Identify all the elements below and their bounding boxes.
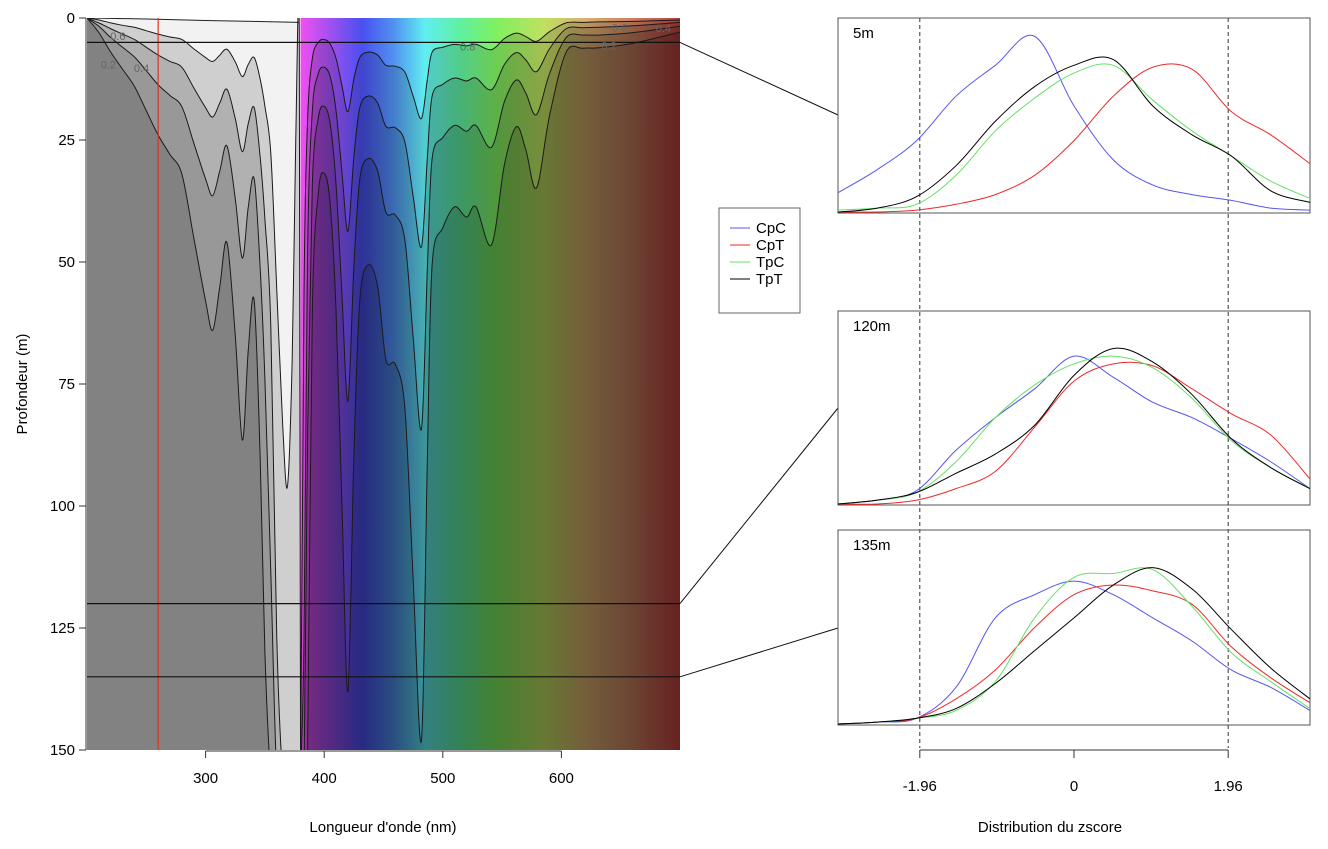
contour-line-0.2 <box>87 18 680 750</box>
panel-depth-label: 5m <box>853 25 874 42</box>
density-curve-TpT <box>837 567 1311 725</box>
density-curve-CpC <box>837 580 1311 725</box>
contour-labels: 0.6 0.4 0.2 0.8 0.6 0.4 0.2 <box>101 22 671 75</box>
density-curve-TpC <box>837 567 1311 725</box>
panel-frame <box>837 310 1311 506</box>
density-panels: 5m 120m 135m <box>837 17 1311 748</box>
x-tick-label: 600 <box>549 770 574 787</box>
panel-depth-label: 135m <box>853 537 891 554</box>
profile-connector-line <box>679 41 839 116</box>
panel-frame <box>837 17 1311 214</box>
profile-connectors <box>679 41 839 678</box>
density-panel-135m: 135m <box>837 529 1311 726</box>
legend-label: CpC <box>756 220 786 237</box>
contour-line-0.6 <box>87 18 680 750</box>
density-panel-5m: 5m <box>837 17 1311 214</box>
contour-label: 0.4 <box>134 63 149 75</box>
y-tick-label: 100 <box>50 498 75 515</box>
density-curve-CpC <box>837 34 1311 211</box>
y-tick-label: 125 <box>50 620 75 637</box>
legend-label: CpT <box>756 237 784 254</box>
plot-background <box>87 18 680 750</box>
surface-contour-line <box>87 18 300 23</box>
contour-label: 0.2 <box>101 59 116 71</box>
zscore-tick-label: 0 <box>1070 778 1078 795</box>
contour-lines <box>87 18 680 750</box>
x-tick-label: 300 <box>193 770 218 787</box>
x-axis-title: Longueur d'onde (nm) <box>309 819 456 836</box>
y-tick-label: 0 <box>67 10 75 27</box>
y-tick-label: 25 <box>58 132 75 149</box>
panel-frame <box>837 529 1311 726</box>
density-curve-TpC <box>837 63 1311 211</box>
contour-line-0.8 <box>87 18 680 750</box>
contour-label: 0.6 <box>110 31 125 43</box>
legend-label: TpC <box>756 254 785 271</box>
profile-connector-line <box>679 627 839 678</box>
x-tick-label: 400 <box>312 770 337 787</box>
zscore-tick-label: -1.96 <box>903 778 937 795</box>
density-curve-CpT <box>837 584 1311 725</box>
surface-contour-fill <box>87 18 300 750</box>
panel-depth-label: 120m <box>853 318 891 335</box>
contour-label: 0.6 <box>612 22 627 34</box>
contour-plot: 0.6 0.4 0.2 0.8 0.6 0.4 0.2 0 25 50 75 100 125 150 30… <box>14 10 680 836</box>
zscore-axis: -1.96 0 1.96 <box>903 749 1243 795</box>
density-curve-CpT <box>837 63 1311 213</box>
contour-line-0.4 <box>87 18 680 750</box>
density-panel-120m: 120m <box>837 310 1311 506</box>
zscore-tick-label: 1.96 <box>1214 778 1243 795</box>
x-tick-label: 500 <box>430 770 455 787</box>
profile-connector-line <box>679 407 839 604</box>
legend-box <box>718 207 801 314</box>
density-curve-TpT <box>837 347 1311 505</box>
density-curve-CpC <box>837 355 1311 505</box>
contour-axes: 0 25 50 75 100 125 150 300 400 500 600 <box>50 10 574 787</box>
density-curve-TpT <box>837 56 1311 213</box>
y-axis-title: Profondeur (m) <box>14 334 31 435</box>
y-tick-label: 150 <box>50 742 75 759</box>
contour-label: 0.8 <box>460 41 475 53</box>
contour-fill-0.2 <box>87 18 680 750</box>
legend-label: TpT <box>756 271 783 288</box>
density-curve-CpT <box>837 361 1311 505</box>
spectrum-background <box>300 18 680 750</box>
density-curve-TpC <box>837 355 1311 505</box>
y-tick-label: 75 <box>58 376 75 393</box>
zscore-axis-title: Distribution du zscore <box>978 819 1122 836</box>
y-tick-label: 50 <box>58 254 75 271</box>
contour-label: 0.2 <box>601 40 616 52</box>
contour-label: 0.4 <box>656 23 671 35</box>
